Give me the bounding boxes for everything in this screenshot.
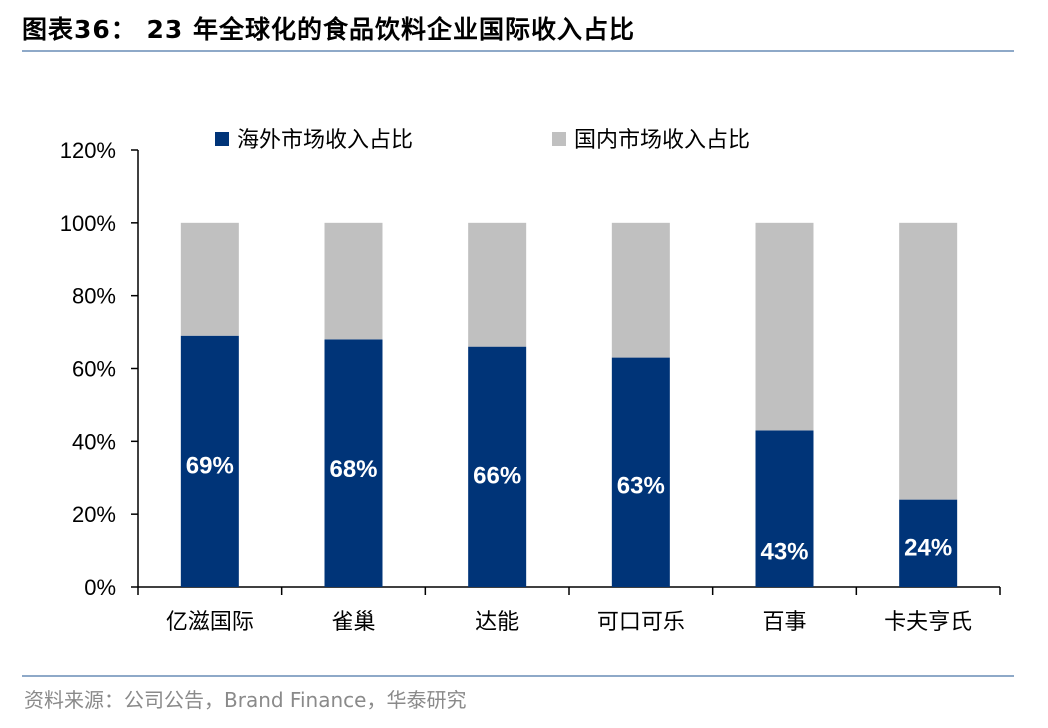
x-category-label: 卡夫亨氏 <box>884 610 972 635</box>
legend-swatch-overseas <box>215 132 229 146</box>
y-tick-label: 120% <box>60 138 116 163</box>
legend-label: 国内市场收入占比 <box>574 128 750 153</box>
bar-overseas <box>180 335 239 587</box>
bar-domestic <box>611 222 670 358</box>
x-category-label: 可口可乐 <box>597 610 685 635</box>
bar-domestic <box>324 222 383 340</box>
source-divider <box>22 675 1014 677</box>
legend-label: 海外市场收入占比 <box>237 128 413 153</box>
bar-domestic <box>180 222 239 336</box>
y-tick-label: 40% <box>72 429 116 454</box>
bar-data-label: 43% <box>760 538 808 565</box>
y-tick-label: 20% <box>72 502 116 527</box>
bar-data-label: 24% <box>904 535 952 562</box>
bar-overseas <box>899 499 958 587</box>
bar-domestic <box>899 222 958 500</box>
y-tick-label: 80% <box>72 284 116 309</box>
x-category-label: 达能 <box>475 610 519 635</box>
title-divider <box>22 50 1014 52</box>
source-note: 资料来源：公司公告，Brand Finance，华泰研究 <box>24 688 467 712</box>
y-tick-label: 60% <box>72 357 116 382</box>
y-tick-label: 100% <box>60 211 116 236</box>
bar-data-label: 66% <box>473 463 521 490</box>
y-tick-label: 0% <box>84 575 116 600</box>
x-category-label: 亿滋国际 <box>166 610 254 635</box>
x-category-label: 百事 <box>762 610 806 635</box>
bar-data-label: 69% <box>186 453 234 480</box>
bar-overseas <box>611 357 670 587</box>
page-title: 图表36： 23 年全球化的食品饮料企业国际收入占比 <box>22 15 635 44</box>
bar-overseas <box>324 339 383 587</box>
legend-swatch-domestic <box>552 132 566 146</box>
bar-domestic <box>468 222 527 347</box>
bar-overseas <box>468 346 527 587</box>
bar-data-label: 63% <box>617 472 665 499</box>
x-category-label: 雀巢 <box>331 610 375 635</box>
bar-overseas <box>755 430 814 587</box>
bar-data-label: 68% <box>329 456 377 483</box>
bar-domestic <box>755 222 814 431</box>
